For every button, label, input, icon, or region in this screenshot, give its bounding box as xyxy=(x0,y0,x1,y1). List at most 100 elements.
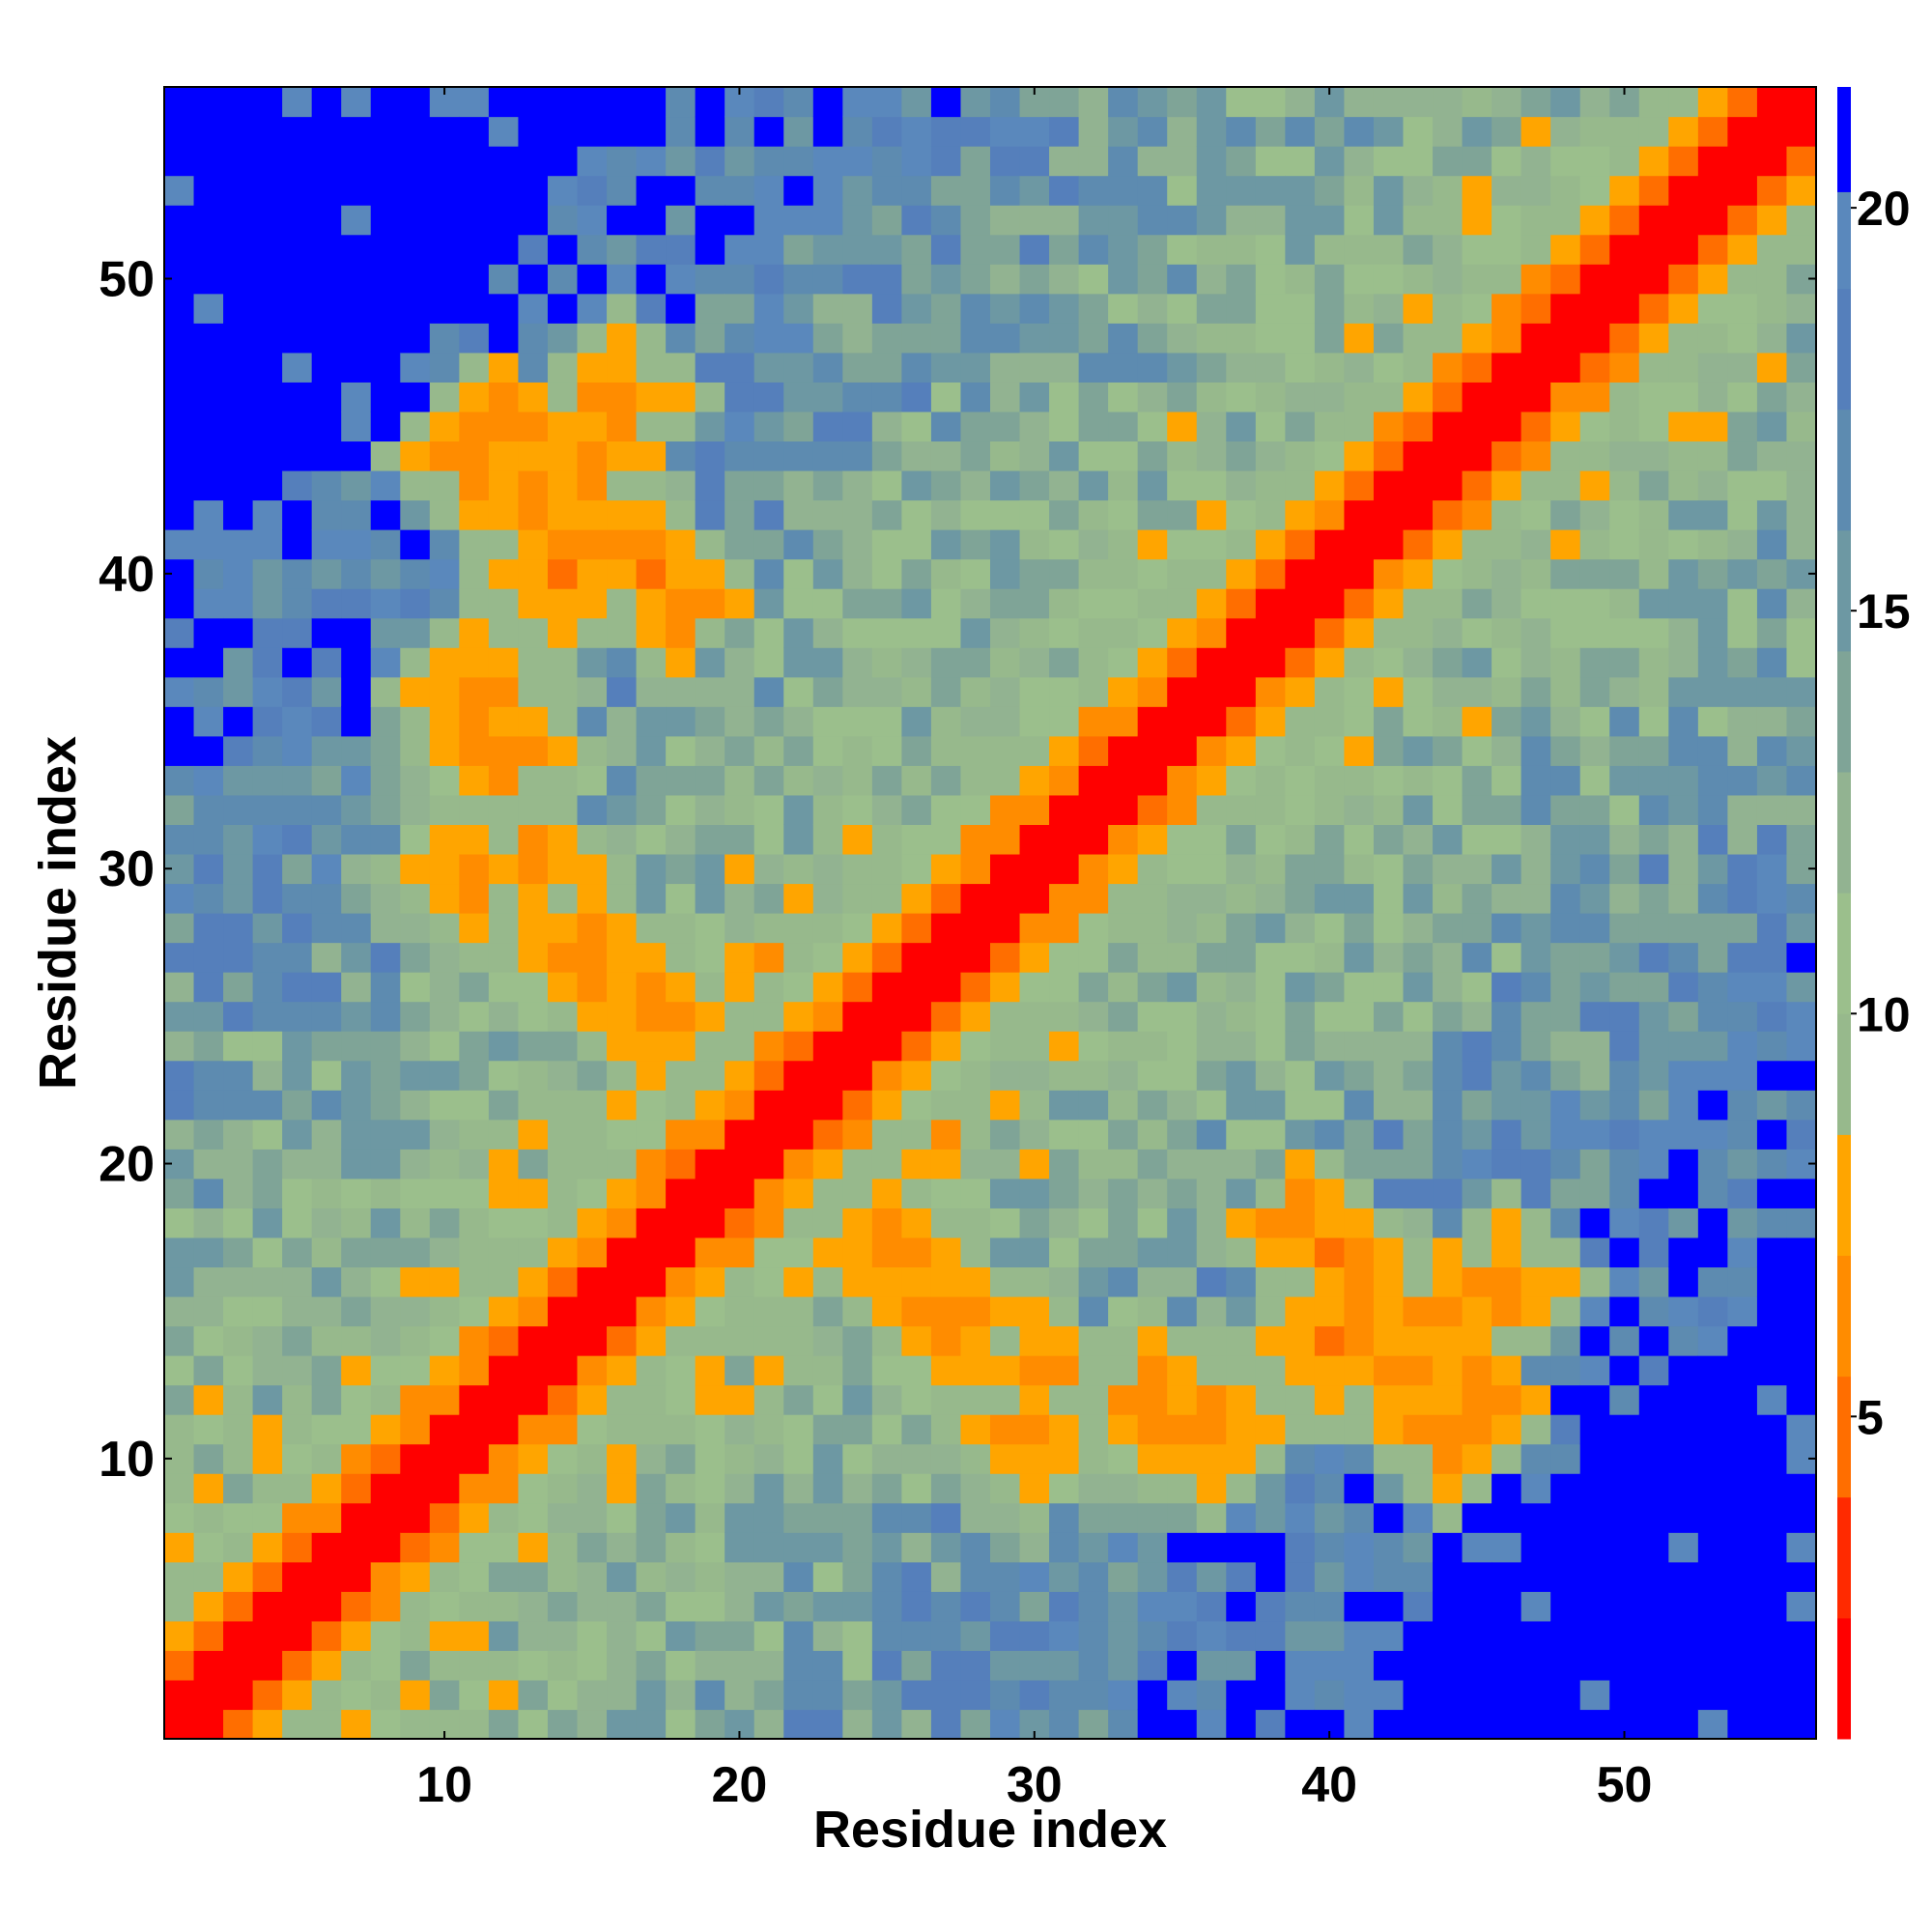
heatmap-cell xyxy=(547,883,579,914)
heatmap-cell xyxy=(223,469,254,501)
heatmap-cell xyxy=(871,853,902,885)
heatmap-cell xyxy=(1078,824,1109,855)
heatmap-cell xyxy=(1167,617,1198,648)
heatmap-cell xyxy=(429,558,460,589)
heatmap-cell xyxy=(459,1090,490,1121)
heatmap-cell xyxy=(193,1532,224,1563)
heatmap-cell xyxy=(666,794,696,825)
heatmap-cell xyxy=(1403,972,1434,1003)
heatmap-cell xyxy=(518,1355,549,1386)
heatmap-cell xyxy=(252,1620,283,1651)
heatmap-cell xyxy=(1373,175,1405,206)
heatmap-cell xyxy=(1167,1236,1198,1268)
heatmap-cell xyxy=(930,293,962,324)
heatmap-cell xyxy=(1314,1295,1346,1327)
heatmap-cell xyxy=(282,87,313,118)
heatmap-cell xyxy=(1756,1060,1788,1091)
heatmap-cell xyxy=(1492,676,1522,707)
heatmap-cell xyxy=(1697,617,1728,648)
heatmap-cell xyxy=(1403,824,1434,855)
heatmap-cell xyxy=(1314,205,1346,236)
heatmap-cell xyxy=(1019,913,1050,944)
heatmap-cell xyxy=(341,972,372,1003)
heatmap-cell xyxy=(930,1178,962,1208)
heatmap-cell xyxy=(636,175,667,206)
heatmap-cell xyxy=(753,1443,784,1474)
heatmap-cell xyxy=(282,1149,313,1179)
heatmap-cell xyxy=(1403,323,1434,354)
heatmap-cell xyxy=(282,323,313,354)
heatmap-cell xyxy=(1520,440,1551,471)
heatmap-cell xyxy=(1196,853,1227,885)
heatmap-cell xyxy=(871,1443,902,1474)
heatmap-cell xyxy=(1137,1561,1168,1592)
heatmap-cell xyxy=(1550,1325,1581,1356)
heatmap-cell xyxy=(400,1709,431,1740)
heatmap-cell xyxy=(1196,529,1227,560)
heatmap-cell xyxy=(1579,1031,1610,1062)
heatmap-cell xyxy=(518,1236,549,1268)
heatmap-cell xyxy=(252,264,283,295)
heatmap-cell xyxy=(783,647,814,678)
heatmap-cell xyxy=(400,234,431,265)
heatmap-cell xyxy=(607,1149,638,1179)
heatmap-cell xyxy=(282,146,313,177)
heatmap-cell xyxy=(341,205,372,236)
heatmap-cell xyxy=(990,853,1021,885)
heatmap-cell xyxy=(1255,469,1286,501)
heatmap-cell xyxy=(1373,1709,1405,1740)
heatmap-cell xyxy=(1196,1031,1227,1062)
heatmap-cell xyxy=(901,1473,932,1504)
heatmap-cell xyxy=(311,1591,342,1622)
heatmap-cell xyxy=(1226,853,1257,885)
heatmap-cell xyxy=(1196,706,1227,737)
heatmap-cell xyxy=(753,499,784,530)
heatmap-cell xyxy=(1344,323,1375,354)
heatmap-cell xyxy=(1668,1679,1699,1711)
heatmap-cell xyxy=(311,1031,342,1062)
heatmap-cell xyxy=(1727,1060,1758,1091)
heatmap-cell xyxy=(666,1384,696,1415)
heatmap-cell xyxy=(1226,1473,1257,1504)
heatmap-cell xyxy=(400,1325,431,1356)
x-axis-ticks: 10 20 30 40 50 xyxy=(416,87,1652,1813)
heatmap-cell xyxy=(1373,116,1405,147)
heatmap-cell xyxy=(282,706,313,737)
heatmap-cell xyxy=(607,146,638,177)
heatmap-cell xyxy=(1462,794,1492,825)
heatmap-cell xyxy=(311,853,342,885)
heatmap-cell xyxy=(577,1325,608,1356)
heatmap-cell xyxy=(1550,499,1581,530)
heatmap-cell xyxy=(842,588,873,619)
heatmap-cell xyxy=(930,1149,962,1179)
heatmap-cell xyxy=(1609,116,1640,147)
heatmap-cell xyxy=(812,1355,843,1386)
heatmap-cell xyxy=(1137,765,1168,796)
heatmap-cell xyxy=(341,617,372,648)
heatmap-cell xyxy=(871,1119,902,1150)
heatmap-cell xyxy=(1520,529,1551,560)
heatmap-cell xyxy=(1078,1060,1109,1091)
heatmap-cell xyxy=(783,116,814,147)
heatmap-cell xyxy=(1550,1650,1581,1681)
heatmap-cell xyxy=(842,853,873,885)
heatmap-cell xyxy=(960,87,991,118)
heatmap-cell xyxy=(1108,588,1139,619)
heatmap-cell xyxy=(812,116,843,147)
heatmap-cell xyxy=(1167,529,1198,560)
heatmap-cell xyxy=(930,824,962,855)
heatmap-cell xyxy=(753,529,784,560)
heatmap-cell xyxy=(518,323,549,354)
heatmap-cell xyxy=(812,1591,843,1622)
heatmap-cell xyxy=(607,440,638,471)
heatmap-cell xyxy=(1668,1001,1699,1032)
heatmap-cell xyxy=(400,1620,431,1651)
heatmap-cell xyxy=(1462,1384,1492,1415)
heatmap-cell xyxy=(1167,1090,1198,1121)
heatmap-cell xyxy=(1638,1473,1669,1504)
heatmap-cell xyxy=(252,529,283,560)
heatmap-cell xyxy=(871,1473,902,1504)
heatmap-cell xyxy=(1255,1266,1286,1297)
heatmap-cell xyxy=(1786,1355,1817,1386)
